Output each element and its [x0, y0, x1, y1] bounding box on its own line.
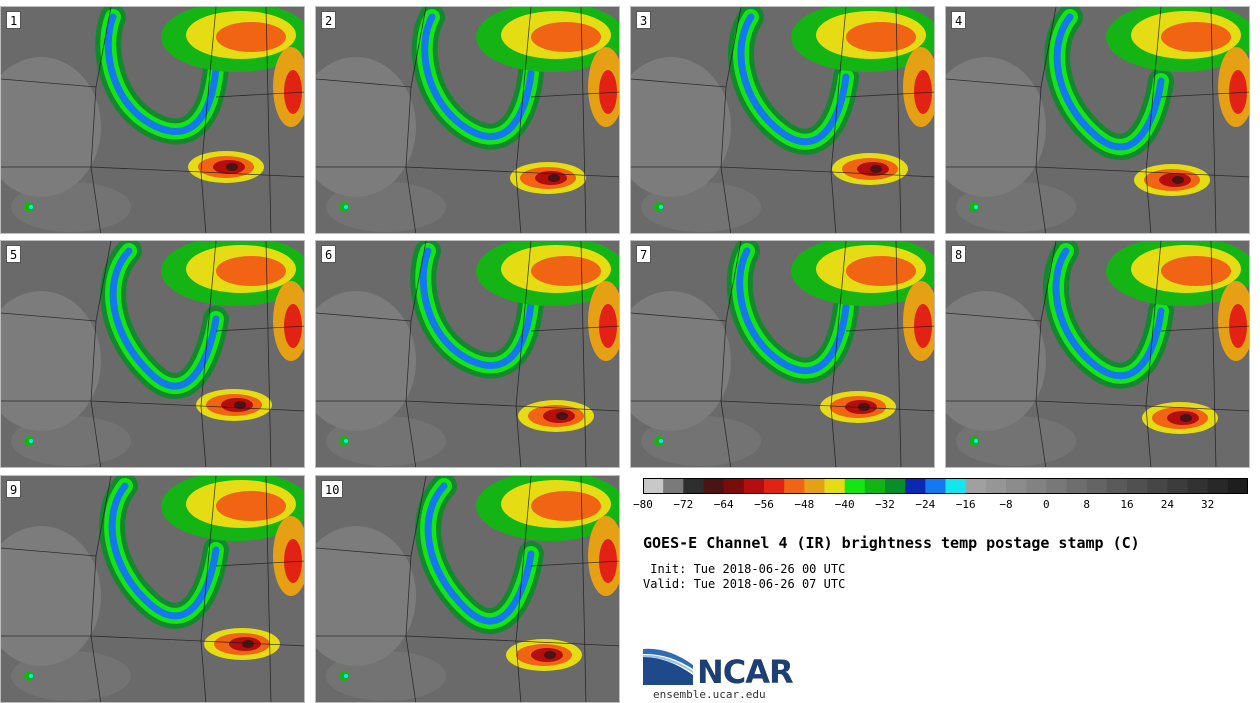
colorbar-swatch: [945, 478, 967, 494]
valid-time: Valid: Tue 2018-06-26 07 UTC: [643, 577, 846, 591]
colorbar-tick-label: −32: [875, 498, 895, 511]
colorbar-tick-label: −64: [713, 498, 734, 511]
colorbar-tick-label: −24: [915, 498, 936, 511]
colorbar-tick-label: −72: [673, 498, 694, 511]
colorbar-swatch: [1026, 478, 1047, 494]
colorbar-swatch: [1046, 478, 1067, 494]
colorbar-tick-label: 24: [1160, 498, 1174, 511]
member-panel: 1: [0, 6, 305, 234]
member-number-label: 1: [6, 11, 22, 29]
colorbar-swatch: [1006, 478, 1027, 494]
ir-satellite-image: [1, 476, 304, 702]
colorbar-tick-label: −80: [633, 498, 653, 511]
colorbar: [643, 478, 1248, 494]
colorbar-swatch: [864, 478, 886, 494]
member-panel: 7: [630, 240, 935, 468]
member-number-label: 7: [636, 245, 652, 263]
member-panel: 4: [945, 6, 1250, 234]
colorbar-swatch: [784, 478, 805, 494]
colorbar-swatch: [1066, 478, 1088, 494]
colorbar-swatch: [1147, 478, 1168, 494]
colorbar-swatch: [804, 478, 825, 494]
member-number-label: 8: [951, 245, 967, 263]
member-number-label: 9: [6, 480, 22, 498]
colorbar-swatch: [905, 478, 926, 494]
colorbar-swatch: [1167, 478, 1188, 494]
colorbar-swatch: [743, 478, 765, 494]
colorbar-swatch: [1187, 478, 1209, 494]
colorbar-swatch: [643, 478, 664, 494]
colorbar-swatch: [885, 478, 906, 494]
ir-satellite-image: [1, 241, 304, 467]
colorbar-swatch: [925, 478, 946, 494]
member-number-label: 2: [321, 11, 337, 29]
colorbar-swatch: [723, 478, 745, 494]
ir-satellite-image: [316, 476, 619, 702]
logo-text: NCAR: [697, 653, 794, 691]
member-panel: 10: [315, 475, 620, 703]
member-number-label: 3: [636, 11, 652, 29]
colorbar-tick-label: 8: [1083, 498, 1090, 511]
colorbar-swatch: [1106, 478, 1128, 494]
ir-satellite-image: [946, 7, 1249, 233]
colorbar-swatch: [1127, 478, 1148, 494]
ir-satellite-image: [946, 241, 1249, 467]
colorbar-tick-label: −40: [834, 498, 855, 511]
colorbar-swatch: [844, 478, 866, 494]
member-panel: 8: [945, 240, 1250, 468]
colorbar-swatch: [764, 478, 785, 494]
colorbar-swatch: [824, 478, 846, 494]
init-time: Init: Tue 2018-06-26 00 UTC: [643, 562, 846, 576]
colorbar-swatch: [703, 478, 725, 494]
member-panel: 9: [0, 475, 305, 703]
ir-satellite-image: [631, 7, 934, 233]
member-number-label: 4: [951, 11, 967, 29]
colorbar-swatch: [1227, 478, 1248, 494]
colorbar-swatch: [663, 478, 684, 494]
ir-satellite-image: [316, 7, 619, 233]
colorbar-swatch: [985, 478, 1007, 494]
member-number-label: 10: [321, 480, 344, 498]
colorbar-tick-label: 32: [1201, 498, 1215, 511]
ir-satellite-image: [631, 241, 934, 467]
member-panel: 5: [0, 240, 305, 468]
colorbar-tick-label: −16: [955, 498, 976, 511]
member-panel: 6: [315, 240, 620, 468]
member-panel: 2: [315, 6, 620, 234]
colorbar-tick-label: −56: [754, 498, 774, 511]
member-number-label: 6: [321, 245, 337, 263]
site-url: ensemble.ucar.edu: [653, 688, 766, 701]
colorbar-swatch: [1207, 478, 1229, 494]
colorbar-swatch: [1086, 478, 1108, 494]
member-panel: 3: [630, 6, 935, 234]
member-number-label: 5: [6, 245, 22, 263]
colorbar-swatch: [965, 478, 987, 494]
ir-satellite-image: [1, 7, 304, 233]
ncar-logo-icon: [643, 648, 693, 685]
colorbar-tick-label: −48: [794, 498, 815, 511]
colorbar-tick-label: −8: [999, 498, 1013, 511]
figure-title: GOES-E Channel 4 (IR) brightness temp po…: [643, 534, 1140, 552]
colorbar-tick-label: 16: [1120, 498, 1134, 511]
ir-satellite-image: [316, 241, 619, 467]
colorbar-swatch: [683, 478, 704, 494]
colorbar-tick-label: 0: [1043, 498, 1050, 511]
